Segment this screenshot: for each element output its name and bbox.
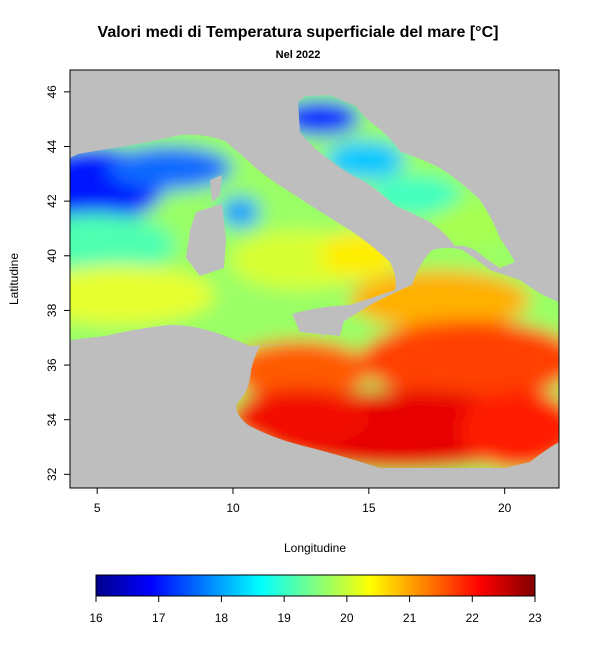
legend-tick-label: 22 bbox=[466, 611, 480, 625]
legend-tick-label: 17 bbox=[152, 611, 166, 625]
y-axis: 32 34 36 38 40 42 44 46 bbox=[45, 85, 70, 481]
y-tick-label: 32 bbox=[45, 467, 59, 481]
chart-title: Valori medi di Temperatura superficiale … bbox=[97, 24, 499, 41]
legend-tick-label: 19 bbox=[277, 611, 291, 625]
y-tick-label: 44 bbox=[45, 140, 59, 154]
plot-frame bbox=[69, 69, 560, 489]
y-tick-label: 42 bbox=[45, 194, 59, 208]
x-tick-label: 5 bbox=[94, 501, 101, 515]
legend-tick-label: 16 bbox=[89, 611, 103, 625]
y-tick-label: 38 bbox=[45, 303, 59, 317]
x-tick-label: 10 bbox=[226, 501, 240, 515]
legend-tick-label: 23 bbox=[528, 611, 542, 625]
legend-tick-label: 18 bbox=[215, 611, 229, 625]
x-tick-label: 15 bbox=[362, 501, 376, 515]
y-tick-label: 40 bbox=[45, 249, 59, 263]
y-tick-label: 34 bbox=[45, 413, 59, 427]
legend-tick-label: 21 bbox=[403, 611, 417, 625]
x-tick-label: 20 bbox=[498, 501, 512, 515]
color-bar bbox=[95, 574, 536, 597]
x-axis: 5 10 15 20 bbox=[94, 488, 512, 515]
legend-tick-label: 20 bbox=[340, 611, 354, 625]
chart-subtitle: Nel 2022 bbox=[275, 49, 321, 61]
color-bar-axis: 16 17 18 19 20 21 22 23 bbox=[89, 596, 542, 625]
x-axis-label: Longitudine bbox=[283, 541, 347, 555]
y-tick-label: 36 bbox=[45, 358, 59, 372]
y-tick-label: 46 bbox=[45, 85, 59, 99]
